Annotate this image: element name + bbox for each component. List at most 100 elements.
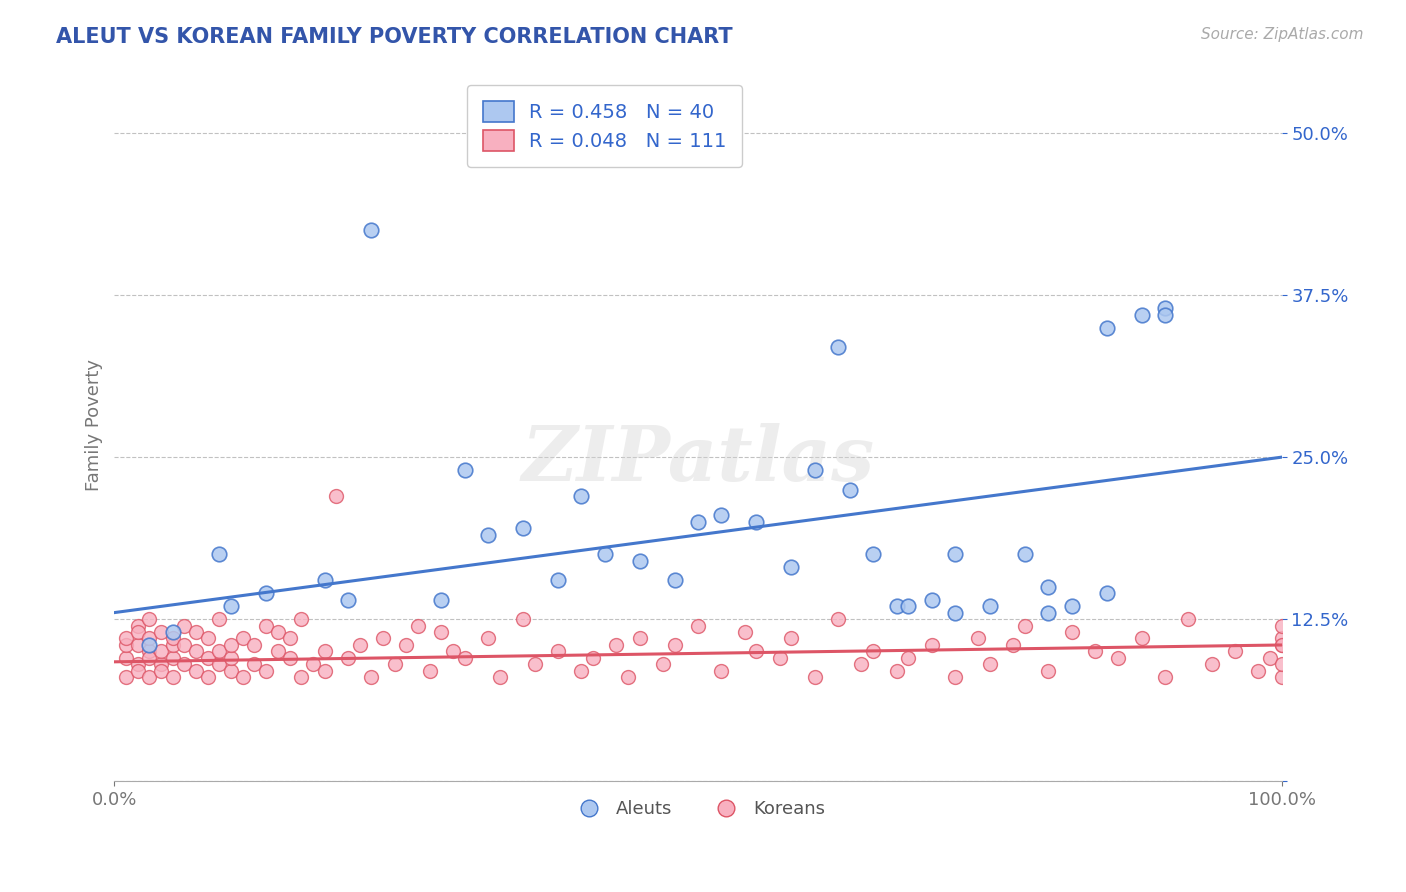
Point	[243, 657, 266, 672]
Point	[886, 664, 908, 678]
Point	[1060, 599, 1083, 614]
Point	[278, 651, 301, 665]
Point	[569, 664, 592, 678]
Point	[127, 657, 149, 672]
Point	[1154, 301, 1177, 315]
Point	[1271, 618, 1294, 632]
Point	[1038, 664, 1060, 678]
Point	[862, 644, 884, 658]
Point	[278, 632, 301, 646]
Point	[419, 664, 441, 678]
Point	[336, 651, 359, 665]
Point	[127, 664, 149, 678]
Point	[780, 560, 803, 574]
Point	[127, 625, 149, 640]
Point	[664, 638, 686, 652]
Point	[184, 625, 207, 640]
Point	[686, 515, 709, 529]
Point	[197, 632, 219, 646]
Point	[1060, 625, 1083, 640]
Point	[197, 670, 219, 684]
Point	[290, 670, 312, 684]
Point	[219, 664, 242, 678]
Point	[1223, 644, 1246, 658]
Point	[219, 599, 242, 614]
Point	[628, 554, 651, 568]
Point	[208, 644, 231, 658]
Point	[360, 223, 382, 237]
Point	[441, 644, 464, 658]
Point	[314, 644, 336, 658]
Point	[1154, 670, 1177, 684]
Point	[851, 657, 873, 672]
Point	[1014, 547, 1036, 561]
Point	[453, 651, 475, 665]
Point	[254, 664, 277, 678]
Point	[162, 670, 184, 684]
Point	[406, 618, 429, 632]
Point	[734, 625, 756, 640]
Point	[184, 664, 207, 678]
Point	[1038, 606, 1060, 620]
Point	[138, 632, 160, 646]
Point	[336, 592, 359, 607]
Point	[314, 664, 336, 678]
Point	[593, 547, 616, 561]
Point	[162, 625, 184, 640]
Point	[453, 463, 475, 477]
Point	[173, 618, 195, 632]
Point	[686, 618, 709, 632]
Point	[897, 651, 920, 665]
Point	[138, 670, 160, 684]
Point	[1177, 612, 1199, 626]
Point	[827, 612, 849, 626]
Point	[138, 651, 160, 665]
Point	[512, 521, 534, 535]
Point	[430, 592, 453, 607]
Point	[127, 638, 149, 652]
Point	[208, 657, 231, 672]
Text: ZIPatlas: ZIPatlas	[522, 424, 875, 498]
Point	[325, 489, 347, 503]
Point	[628, 632, 651, 646]
Point	[477, 632, 499, 646]
Point	[1271, 638, 1294, 652]
Point	[617, 670, 640, 684]
Point	[1271, 632, 1294, 646]
Point	[605, 638, 627, 652]
Point	[664, 573, 686, 587]
Point	[219, 651, 242, 665]
Point	[150, 644, 173, 658]
Point	[430, 625, 453, 640]
Point	[150, 625, 173, 640]
Point	[162, 638, 184, 652]
Point	[162, 632, 184, 646]
Point	[208, 547, 231, 561]
Point	[290, 612, 312, 626]
Point	[943, 606, 966, 620]
Point	[219, 638, 242, 652]
Point	[1084, 644, 1107, 658]
Point	[254, 586, 277, 600]
Point	[804, 463, 827, 477]
Text: Source: ZipAtlas.com: Source: ZipAtlas.com	[1201, 27, 1364, 42]
Point	[943, 670, 966, 684]
Point	[1201, 657, 1223, 672]
Point	[1271, 657, 1294, 672]
Point	[897, 599, 920, 614]
Point	[302, 657, 325, 672]
Point	[886, 599, 908, 614]
Point	[232, 632, 254, 646]
Y-axis label: Family Poverty: Family Poverty	[86, 359, 103, 491]
Point	[184, 644, 207, 658]
Point	[1130, 308, 1153, 322]
Point	[197, 651, 219, 665]
Point	[384, 657, 406, 672]
Point	[804, 670, 827, 684]
Point	[862, 547, 884, 561]
Point	[1247, 664, 1270, 678]
Point	[162, 651, 184, 665]
Point	[371, 632, 394, 646]
Point	[349, 638, 371, 652]
Point	[243, 638, 266, 652]
